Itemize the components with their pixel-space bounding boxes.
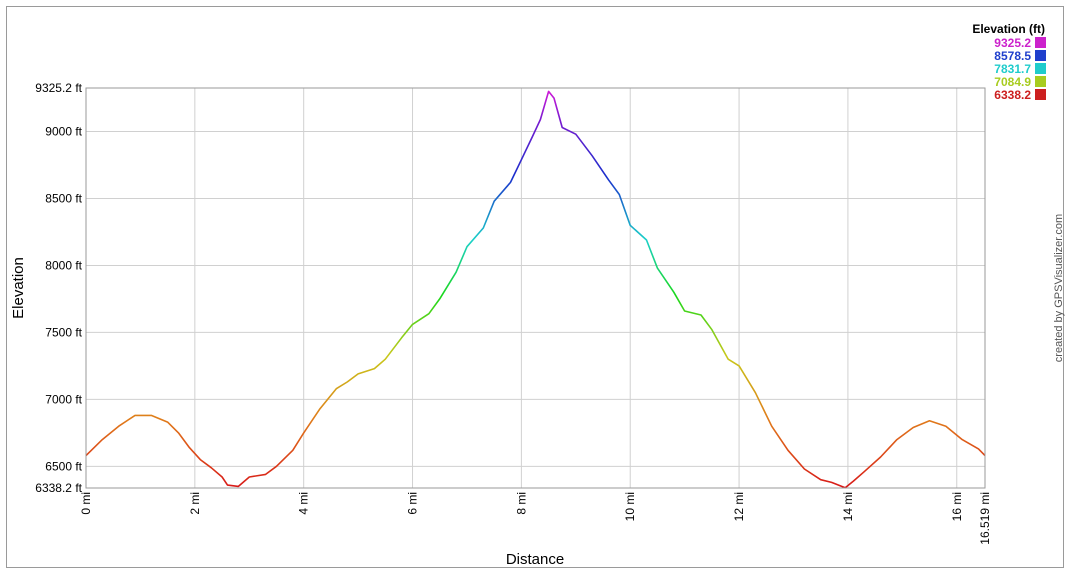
legend-entry-label: 9325.2 [994,36,1031,50]
y-axis-label: Elevation [10,257,27,319]
y-tick-label: 8500 ft [45,192,82,206]
x-tick-label: 6 mi [406,492,420,515]
y-axis-ticks: 6338.2 ft 6500 ft 7000 ft 7500 ft 8000 ft 850… [35,81,82,495]
y-tick-label: 9000 ft [45,125,82,139]
legend-entry-label: 7831.7 [994,62,1031,76]
x-tick-label: 4 mi [297,492,311,515]
x-tick-label: 12 mi [732,492,746,521]
x-tick-label: 14 mi [841,492,855,521]
y-tick-label: 9325.2 ft [35,81,82,95]
x-tick-label: 2 mi [188,492,202,515]
legend-swatch [1035,37,1046,48]
x-tick-label: 16 mi [950,492,964,521]
credit-text: created by GPSVisualizer.com [1053,214,1065,362]
x-axis-ticks: 0 mi 2 mi 4 mi 6 mi 8 mi 10 mi 12 mi 14 mi 16 mi… [79,492,992,545]
legend-swatch [1035,89,1046,100]
y-tick-label: 8000 ft [45,258,82,272]
legend-swatch [1035,63,1046,74]
elevation-profile-line [85,90,986,489]
x-tick-label: 0 mi [79,492,93,515]
y-tick-label: 7000 ft [45,392,82,406]
grid [85,87,986,489]
plot-area-border [85,87,986,489]
x-tick-label: 8 mi [514,492,528,515]
x-tick-label: 16.519 mi [978,492,992,545]
legend-title: Elevation (ft) [972,22,1045,36]
x-tick-label: 10 mi [623,492,637,521]
y-tick-label: 6500 ft [45,459,82,473]
legend-swatch [1035,76,1046,87]
legend: Elevation (ft) 9325.28578.57831.77084.96… [972,22,1046,102]
legend-entry-label: 7084.9 [994,75,1031,89]
x-axis-label: Distance [506,551,564,568]
legend-entry-label: 8578.5 [994,49,1031,63]
legend-swatch [1035,50,1046,61]
legend-entry-label: 6338.2 [994,88,1031,102]
y-tick-label: 6338.2 ft [35,481,82,495]
chart-frame [6,6,1064,568]
y-tick-label: 7500 ft [45,325,82,339]
